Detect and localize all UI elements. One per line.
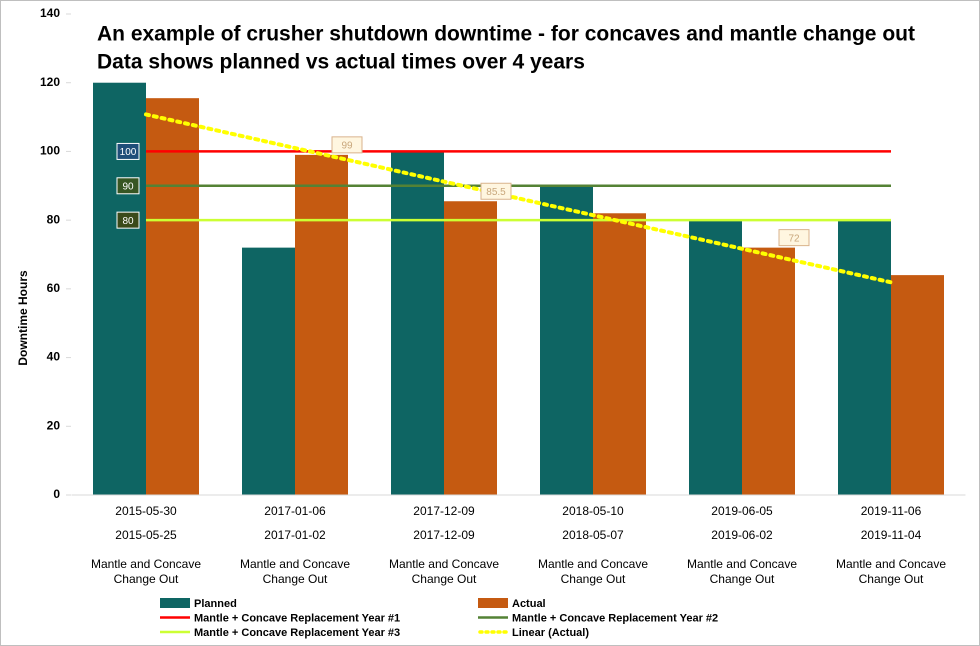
actual-date: 2018-05-07	[562, 528, 624, 542]
bar	[295, 154, 348, 495]
data-label: 72	[788, 233, 800, 244]
bar	[838, 220, 891, 495]
x-tick-label: Mantle and Concave Change Out	[686, 557, 798, 586]
bar	[593, 213, 646, 495]
reference-label-box	[116, 211, 140, 229]
x-tick-label: Mantle and Concave Change Out	[537, 557, 649, 586]
y-tick-label: 140	[40, 6, 60, 20]
data-label: 85.5	[486, 187, 506, 198]
legend-label: Linear (Actual)	[512, 627, 589, 639]
y-tick-label: 20	[47, 418, 61, 432]
y-tick-label: 80	[47, 212, 61, 226]
actual-date: 2017-01-02	[264, 528, 326, 542]
trendline	[144, 112, 893, 285]
planned-date: 2019-06-05	[711, 504, 773, 518]
x-tick-label: Mantle and Concave Change Out	[388, 557, 500, 586]
actual-date: 2019-11-04	[860, 528, 922, 542]
reference-label-box	[116, 177, 140, 195]
y-tick-label: 0	[53, 487, 60, 501]
x-tick-label: Mantle and Concave Change Out	[835, 557, 947, 586]
y-axis-label: Downtime Hours	[16, 270, 30, 366]
reference-label: 100	[120, 147, 137, 158]
legend-label: Planned	[194, 598, 237, 610]
data-label-box	[778, 229, 810, 247]
y-tick-label: 120	[40, 75, 60, 89]
y-tick-label: 40	[47, 350, 61, 364]
reference-label: 90	[122, 181, 134, 192]
planned-date: 2015-05-30	[115, 504, 177, 518]
actual-date: 2017-12-09	[413, 528, 475, 542]
bar	[742, 247, 795, 495]
legend-label: Actual	[512, 598, 546, 610]
y-tick-label: 60	[47, 281, 61, 295]
bar	[242, 247, 295, 495]
y-tick-label: 100	[40, 144, 60, 158]
reference-label: 80	[122, 216, 134, 227]
planned-date: 2017-12-09	[413, 504, 475, 518]
x-tick-label: Mantle and Concave Change Out	[90, 557, 202, 586]
bar	[444, 201, 497, 495]
legend-swatch	[160, 598, 190, 608]
actual-date: 2019-06-02	[711, 528, 773, 542]
planned-date: 2019-11-06	[860, 504, 922, 518]
bar	[391, 151, 444, 495]
bar	[689, 220, 742, 495]
bar	[146, 98, 199, 496]
legend-label: Mantle + Concave Replacement Year #3	[194, 627, 400, 639]
data-label: 99	[341, 141, 353, 152]
data-label-box	[331, 136, 363, 154]
planned-date: 2018-05-10	[562, 504, 624, 518]
chart-title: An example of crusher shutdown downtime …	[97, 23, 915, 46]
reference-label-box	[116, 142, 140, 160]
legend-label: Mantle + Concave Replacement Year #2	[512, 612, 718, 624]
chart-subtitle: Data shows planned vs actual times over …	[97, 51, 585, 74]
bar	[891, 275, 944, 495]
planned-date: 2017-01-06	[264, 504, 326, 518]
actual-date: 2015-05-25	[115, 528, 177, 542]
x-tick-label: Mantle and Concave Change Out	[239, 557, 351, 586]
data-label-box	[480, 182, 512, 200]
legend-swatch	[478, 598, 508, 608]
legend-label: Mantle + Concave Replacement Year #1	[194, 612, 400, 624]
bar	[540, 185, 593, 496]
